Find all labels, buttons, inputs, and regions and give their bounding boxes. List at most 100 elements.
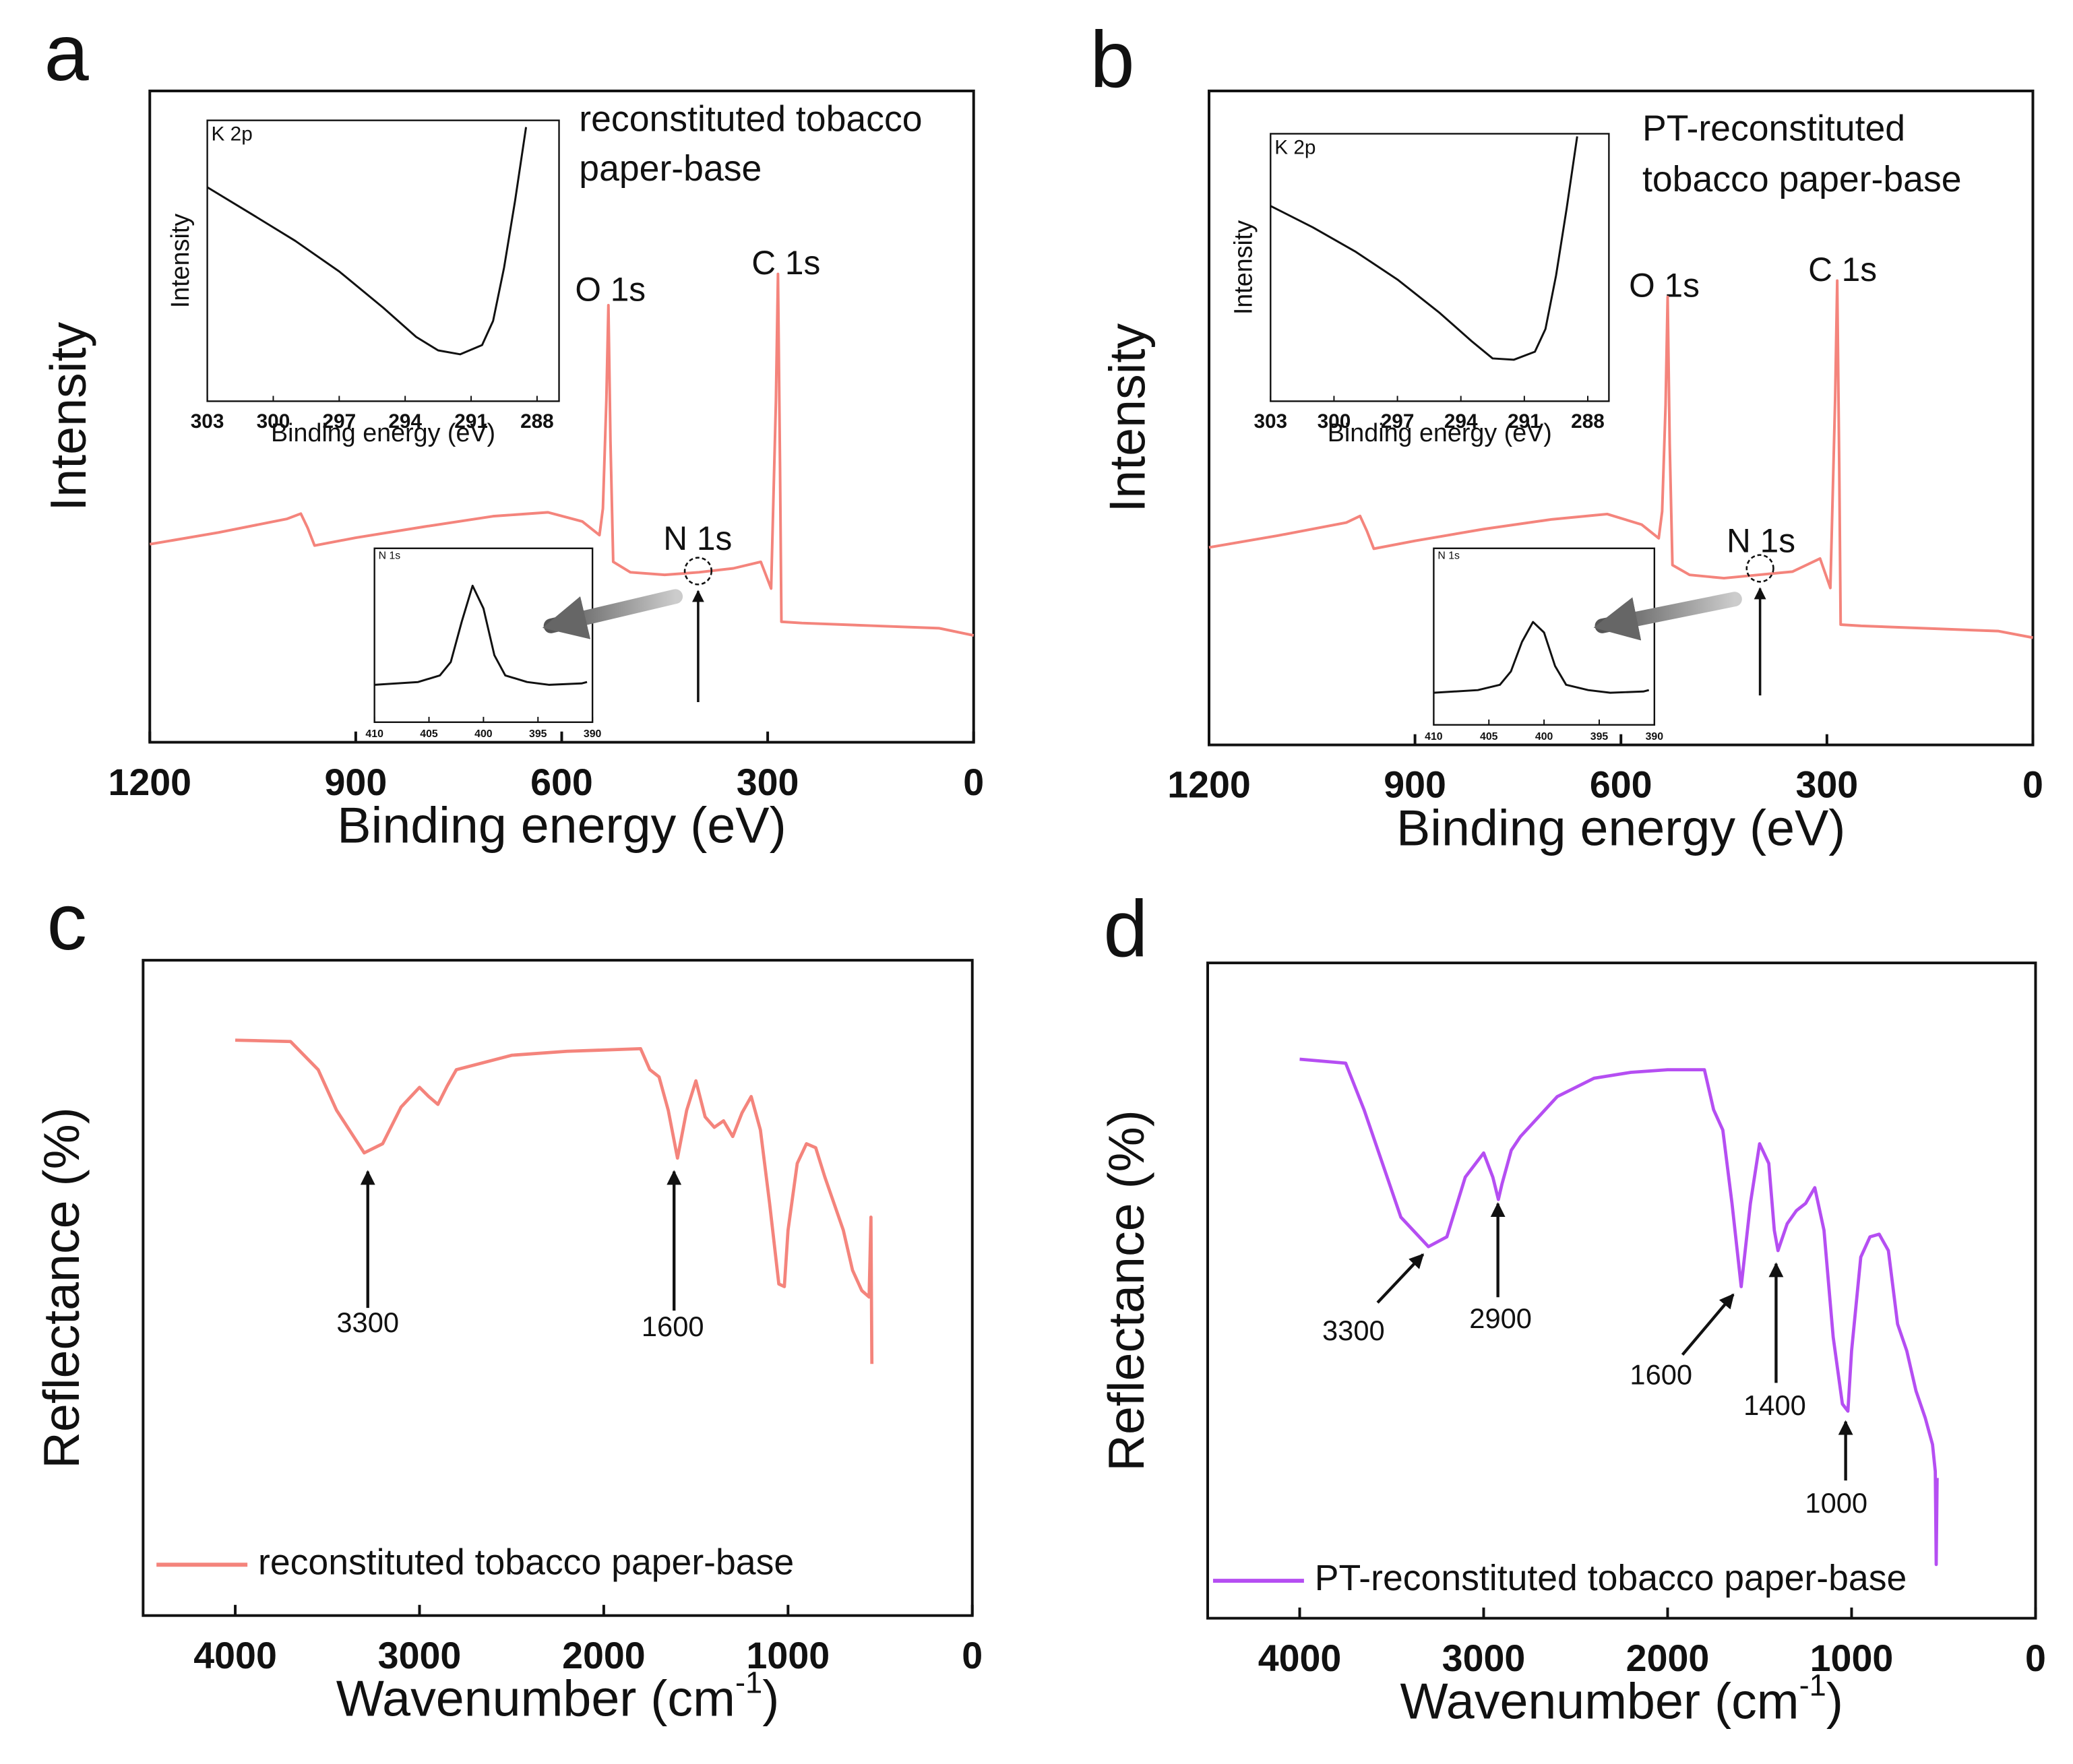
- x-tick-label: 600: [530, 761, 593, 803]
- x-tick-label: 410: [1425, 731, 1443, 743]
- x-axis-title: Wavenumber (cm-1): [336, 1666, 780, 1727]
- legend-label: PT-reconstituted tobacco paper-base: [1315, 1558, 1907, 1598]
- annotation: C 1s: [751, 244, 820, 282]
- x-tick-label: 4000: [1258, 1637, 1342, 1679]
- x-tick-label: 294: [388, 410, 422, 433]
- y-axis-title: Reflectance (%): [33, 1107, 90, 1468]
- plot-frame: [142, 959, 974, 1617]
- note-text: tobacco paper-base: [1642, 159, 1962, 199]
- x-axis-title-part: ): [762, 1670, 779, 1727]
- x-tick-label: 600: [1590, 764, 1652, 806]
- x-tick-label: 300: [737, 761, 799, 803]
- x-tick-label: 405: [1480, 731, 1498, 743]
- annotation: 3300: [1322, 1315, 1385, 1346]
- x-axis-title-part: -1: [735, 1666, 762, 1700]
- x-tick-label: 297: [322, 410, 356, 433]
- zoom-arrow: [1593, 592, 1742, 641]
- plot-frame: [1206, 962, 2037, 1620]
- note-text: reconstituted tobacco: [579, 99, 922, 139]
- x-tick-label: 300: [257, 410, 290, 433]
- inset-title: N 1s: [379, 550, 401, 562]
- data-line: [374, 584, 588, 686]
- annotation: C 1s: [1808, 251, 1877, 288]
- inset-title: K 2p: [212, 123, 253, 145]
- data-line: [1270, 136, 1578, 361]
- x-tick-label: 2000: [1626, 1637, 1710, 1679]
- annotation: 1000: [1805, 1487, 1867, 1519]
- panel-label: d: [1103, 884, 1148, 974]
- annotation-arrow: [1376, 1253, 1425, 1304]
- x-tick-label: 410: [365, 728, 383, 740]
- y-axis-title: Intensity: [40, 322, 96, 511]
- x-tick-label: 1200: [1167, 764, 1251, 806]
- x-axis-title-part: Wavenumber (cm: [336, 1670, 735, 1727]
- annotation: 1600: [642, 1311, 704, 1342]
- inset-title: K 2p: [1274, 136, 1316, 158]
- focus-circle: [683, 557, 713, 586]
- panel-label: a: [44, 8, 89, 98]
- data-line: [235, 1038, 874, 1364]
- legend-label: reconstituted tobacco paper-base: [258, 1542, 794, 1582]
- data-line: [1299, 1057, 1939, 1567]
- note-text: PT-reconstituted: [1642, 108, 1905, 148]
- x-tick-label: 395: [529, 728, 547, 740]
- data-line: [206, 127, 528, 356]
- x-tick-label: 1000: [1810, 1637, 1894, 1679]
- x-tick-label: 288: [520, 410, 554, 433]
- data-line: [1433, 621, 1650, 694]
- plot-frame: [1270, 133, 1610, 402]
- x-tick-label: 0: [2025, 1637, 2046, 1679]
- x-tick-label: 390: [1646, 731, 1664, 743]
- x-tick-label: 0: [2022, 764, 2043, 806]
- x-tick-label: 4000: [193, 1635, 277, 1676]
- x-axis-title: Binding energy (eV): [271, 418, 495, 447]
- x-tick-label: 291: [1508, 410, 1541, 433]
- annotation: 1400: [1743, 1389, 1806, 1421]
- annotation: 3300: [336, 1306, 399, 1338]
- annotation: 1600: [1630, 1358, 1692, 1390]
- x-axis-title-part: -1: [1799, 1668, 1826, 1703]
- panel-label: c: [47, 877, 87, 967]
- x-tick-label: 0: [963, 761, 984, 803]
- x-tick-label: 395: [1590, 731, 1609, 743]
- x-tick-label: 303: [1254, 410, 1287, 433]
- x-tick-label: 300: [1795, 764, 1858, 806]
- focus-circle: [1745, 554, 1774, 583]
- x-tick-label: 2000: [562, 1635, 646, 1676]
- x-tick-label: 291: [454, 410, 488, 433]
- x-tick-label: 0: [962, 1635, 983, 1676]
- x-tick-label: 303: [191, 410, 224, 433]
- plot-frame: [373, 547, 594, 724]
- x-tick-label: 400: [474, 728, 493, 740]
- data-line: [1208, 279, 2033, 639]
- x-axis-title: Binding energy (eV): [337, 796, 786, 853]
- annotation-arrow: [1681, 1293, 1735, 1356]
- panel-label: b: [1090, 15, 1134, 104]
- y-axis-title: Intensity: [166, 214, 194, 309]
- x-tick-label: 294: [1444, 410, 1478, 433]
- annotation: 2900: [1469, 1302, 1532, 1334]
- inset-title: N 1s: [1437, 550, 1460, 562]
- x-axis-title: Wavenumber (cm-1): [1400, 1668, 1843, 1730]
- x-tick-label: 3000: [378, 1635, 462, 1676]
- x-tick-label: 390: [584, 728, 602, 740]
- x-tick-label: 900: [325, 761, 388, 803]
- x-tick-label: 1200: [108, 761, 191, 803]
- y-axis-title: Intensity: [1229, 220, 1258, 315]
- plot-frame: [206, 119, 560, 402]
- x-tick-label: 297: [1381, 410, 1415, 433]
- x-tick-label: 1000: [747, 1635, 830, 1676]
- plot-frame: [1433, 547, 1656, 726]
- x-tick-label: 3000: [1442, 1637, 1526, 1679]
- x-axis-title: Binding energy (eV): [1396, 799, 1845, 856]
- annotation: O 1s: [1629, 267, 1700, 305]
- annotation: N 1s: [1727, 522, 1795, 560]
- annotation: N 1s: [663, 519, 732, 557]
- zoom-arrow: [542, 589, 683, 639]
- x-tick-label: 400: [1535, 731, 1553, 743]
- data-line: [149, 272, 974, 637]
- x-axis-title: Binding energy (eV): [1328, 418, 1552, 447]
- x-tick-label: 288: [1571, 410, 1605, 433]
